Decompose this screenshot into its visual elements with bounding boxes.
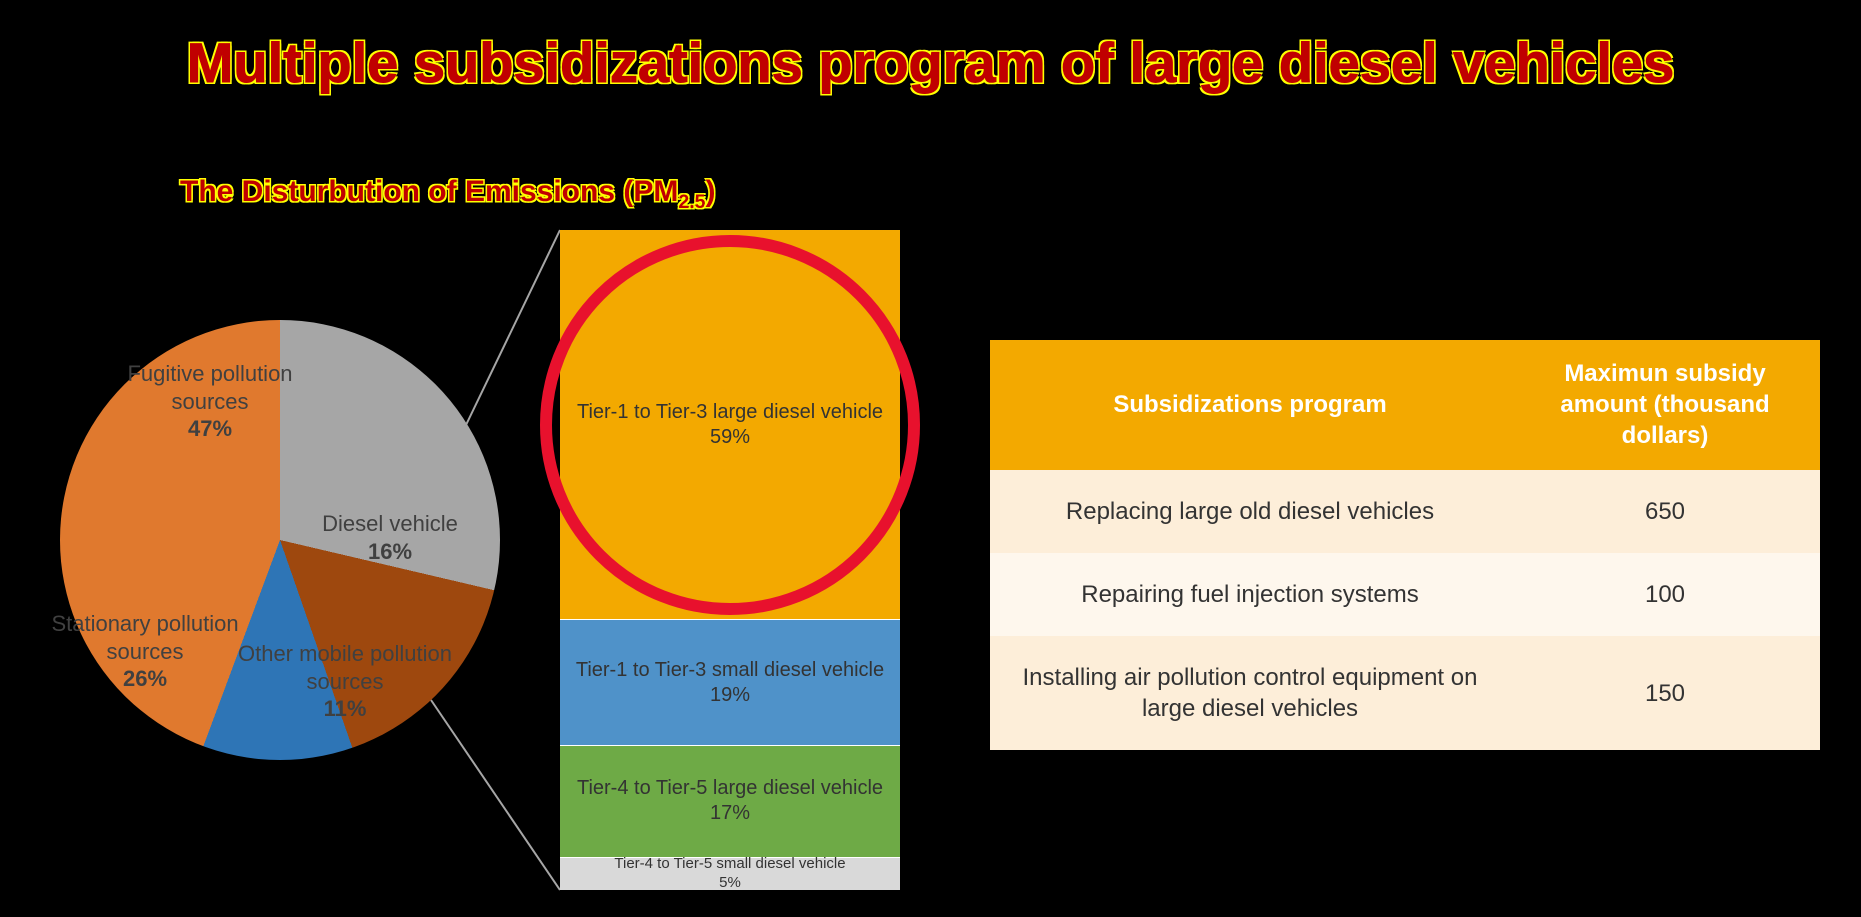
pie-label: Stationary pollution sources26%: [30, 610, 260, 693]
bar-segment-pct: 59%: [710, 425, 750, 450]
stacked-bar-chart: Tier-1 to Tier-3 large diesel vehicle59%…: [560, 230, 900, 890]
bar-segment-pct: 19%: [710, 683, 750, 708]
table-cell: 650: [1510, 470, 1820, 553]
bar-segment: Tier-1 to Tier-3 large diesel vehicle59%: [560, 230, 900, 619]
subtitle-prefix: The Disturbution of Emissions (PM: [180, 175, 678, 208]
pie-label-pct: 47%: [188, 416, 232, 441]
table-header-cell: Maximun subsidy amount (thousand dollars…: [1510, 340, 1820, 470]
table-cell: Installing air pollution control equipme…: [990, 636, 1510, 750]
bar-segment-pct: 17%: [710, 801, 750, 826]
table-header-cell: Subsidizations program: [990, 340, 1510, 470]
pie-label: Other mobile pollution sources11%: [230, 640, 460, 723]
table-body: Replacing large old diesel vehicles650Re…: [990, 470, 1820, 751]
pie-label-pct: 16%: [368, 539, 412, 564]
table-row: Installing air pollution control equipme…: [990, 636, 1820, 750]
bar-segment: Tier-4 to Tier-5 small diesel vehicle5%: [560, 857, 900, 890]
subtitle-subscript: 2.5: [678, 191, 705, 213]
bar-segment-label: Tier-4 to Tier-5 small diesel vehicle: [614, 855, 845, 874]
bar-segment: Tier-1 to Tier-3 small diesel vehicle19%: [560, 619, 900, 744]
pie-label-text: Stationary pollution sources: [51, 611, 238, 664]
bar-segment-label: Tier-1 to Tier-3 large diesel vehicle: [577, 400, 883, 425]
bar-segment-pct: 5%: [719, 874, 741, 893]
subtitle-suffix: ): [705, 175, 715, 208]
chart-subtitle: The Disturbution of Emissions (PM2.5): [180, 175, 715, 214]
pie-label: Diesel vehicle 16%: [300, 510, 480, 565]
bar-segment-label: Tier-4 to Tier-5 large diesel vehicle: [577, 776, 883, 801]
page-title: Multiple subsidizations program of large…: [0, 30, 1861, 95]
bar-segment-label: Tier-1 to Tier-3 small diesel vehicle: [576, 658, 884, 683]
pie-label: Fugitive pollution sources47%: [90, 360, 330, 443]
bar-segment: Tier-4 to Tier-5 large diesel vehicle17%: [560, 745, 900, 857]
pie-label-text: Fugitive pollution sources: [127, 361, 292, 414]
table-cell: Replacing large old diesel vehicles: [990, 470, 1510, 553]
table-header-row: Subsidizations programMaximun subsidy am…: [990, 340, 1820, 470]
table-row: Repairing fuel injection systems100: [990, 553, 1820, 636]
pie-label-pct: 11%: [324, 696, 367, 721]
pie-label-text: Other mobile pollution sources: [238, 641, 452, 694]
table-row: Replacing large old diesel vehicles650: [990, 470, 1820, 553]
subsidy-table: Subsidizations programMaximun subsidy am…: [990, 340, 1820, 750]
table-cell: Repairing fuel injection systems: [990, 553, 1510, 636]
table-cell: 150: [1510, 636, 1820, 750]
pie-label-text: Diesel vehicle: [322, 511, 458, 536]
pie-label-pct: 26%: [123, 666, 167, 691]
table-cell: 100: [1510, 553, 1820, 636]
